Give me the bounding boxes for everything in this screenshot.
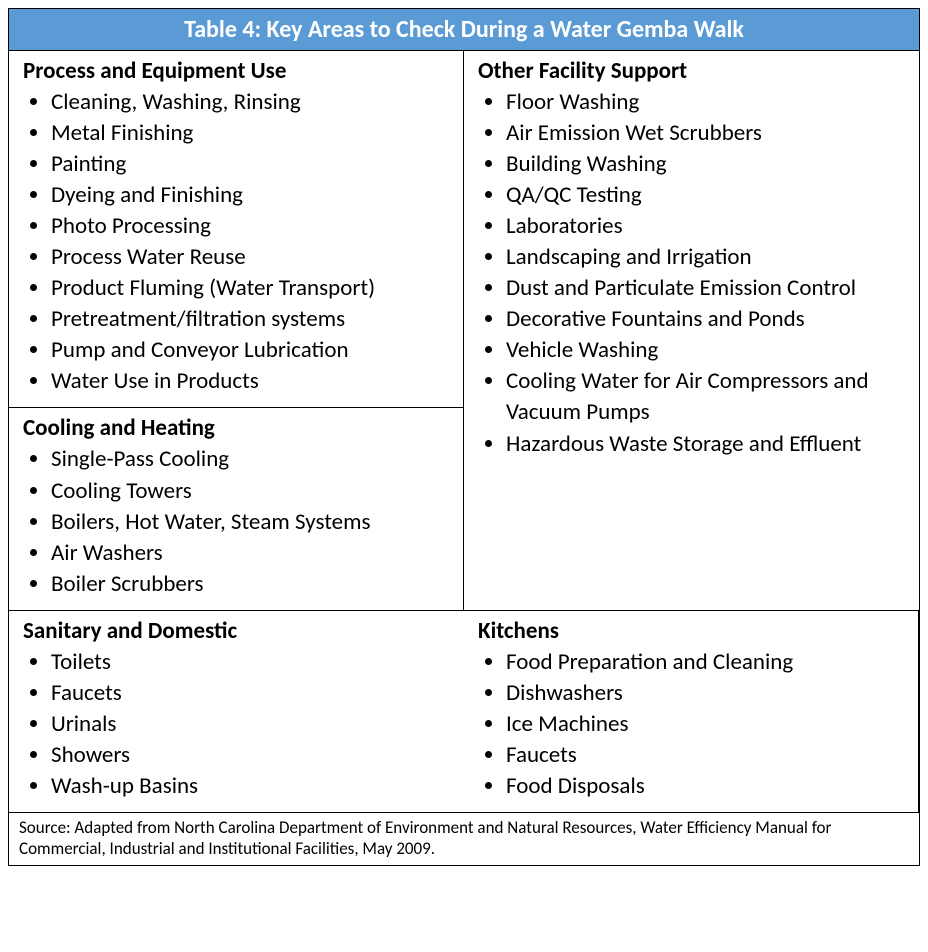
section-list: Food Preparation and Cleaning Dishwasher… bbox=[478, 647, 908, 802]
list-item: Decorative Fountains and Ponds bbox=[506, 304, 909, 335]
section-header: Kitchens bbox=[478, 617, 908, 645]
list-item: Faucets bbox=[506, 740, 908, 771]
table-title: Table 4: Key Areas to Check During a Wat… bbox=[9, 9, 919, 51]
list-item: Air Emission Wet Scrubbers bbox=[506, 118, 909, 149]
section-header: Process and Equipment Use bbox=[23, 57, 453, 85]
table-container: Table 4: Key Areas to Check During a Wat… bbox=[8, 8, 920, 866]
table-grid: Process and Equipment Use Cleaning, Wash… bbox=[9, 51, 919, 813]
list-item: Pretreatment/filtration systems bbox=[51, 304, 453, 335]
list-item: Vehicle Washing bbox=[506, 335, 909, 366]
cell-other-facility-support: Other Facility Support Floor Washing Air… bbox=[464, 51, 919, 611]
list-item: Floor Washing bbox=[506, 87, 909, 118]
list-item: Cleaning, Washing, Rinsing bbox=[51, 87, 453, 118]
section-header: Other Facility Support bbox=[478, 57, 909, 85]
source-citation: Source: Adapted from North Carolina Depa… bbox=[9, 813, 919, 866]
list-item: Dyeing and Finishing bbox=[51, 180, 453, 211]
cell-sanitary-domestic: Sanitary and Domestic Toilets Faucets Ur… bbox=[9, 611, 464, 813]
section-list: Toilets Faucets Urinals Showers Wash-up … bbox=[23, 647, 454, 802]
list-item: Faucets bbox=[51, 678, 454, 709]
list-item: Cooling Towers bbox=[51, 476, 453, 507]
list-item: Toilets bbox=[51, 647, 454, 678]
list-item: Cooling Water for Air Compressors and Va… bbox=[506, 366, 909, 428]
list-item: Food Preparation and Cleaning bbox=[506, 647, 908, 678]
section-header: Sanitary and Domestic bbox=[23, 617, 454, 645]
list-item: Showers bbox=[51, 740, 454, 771]
section-list: Cleaning, Washing, Rinsing Metal Finishi… bbox=[23, 87, 453, 397]
list-item: Painting bbox=[51, 149, 453, 180]
list-item: QA/QC Testing bbox=[506, 180, 909, 211]
list-item: Boilers, Hot Water, Steam Systems bbox=[51, 507, 453, 538]
list-item: Metal Finishing bbox=[51, 118, 453, 149]
list-item: Landscaping and Irrigation bbox=[506, 242, 909, 273]
list-item: Photo Processing bbox=[51, 211, 453, 242]
cell-kitchens: Kitchens Food Preparation and Cleaning D… bbox=[464, 611, 919, 813]
list-item: Dust and Particulate Emission Control bbox=[506, 273, 909, 304]
list-item: Wash-up Basins bbox=[51, 771, 454, 802]
list-item: Process Water Reuse bbox=[51, 242, 453, 273]
list-item: Building Washing bbox=[506, 149, 909, 180]
list-item: Laboratories bbox=[506, 211, 909, 242]
list-item: Pump and Conveyor Lubrication bbox=[51, 335, 453, 366]
list-item: Air Washers bbox=[51, 538, 453, 569]
cell-process-equipment: Process and Equipment Use Cleaning, Wash… bbox=[9, 51, 464, 408]
cell-cooling-heating: Cooling and Heating Single-Pass Cooling … bbox=[9, 408, 464, 610]
list-item: Urinals bbox=[51, 709, 454, 740]
list-item: Water Use in Products bbox=[51, 366, 453, 397]
list-item: Food Disposals bbox=[506, 771, 908, 802]
list-item: Ice Machines bbox=[506, 709, 908, 740]
section-header: Cooling and Heating bbox=[23, 414, 453, 442]
list-item: Single-Pass Cooling bbox=[51, 444, 453, 475]
list-item: Boiler Scrubbers bbox=[51, 569, 453, 600]
section-list: Floor Washing Air Emission Wet Scrubbers… bbox=[478, 87, 909, 460]
list-item: Dishwashers bbox=[506, 678, 908, 709]
list-item: Hazardous Waste Storage and Effluent bbox=[506, 429, 909, 460]
list-item: Product Fluming (Water Transport) bbox=[51, 273, 453, 304]
section-list: Single-Pass Cooling Cooling Towers Boile… bbox=[23, 444, 453, 599]
